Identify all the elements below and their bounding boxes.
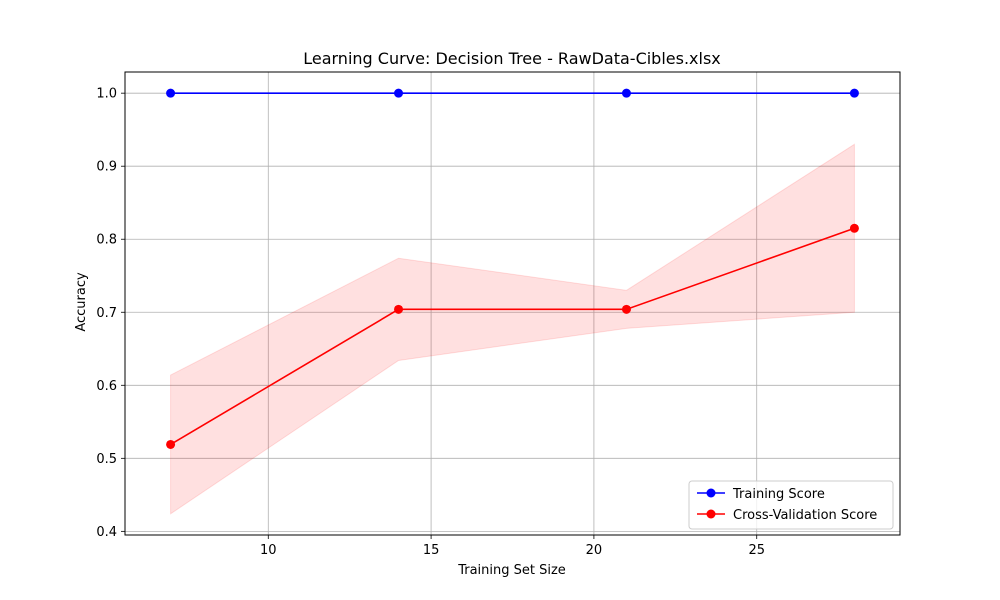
legend-entry-training: Training Score — [697, 487, 825, 502]
y-tick-label: 0.5 — [96, 452, 117, 467]
x-tick-label: 15 — [423, 543, 440, 558]
point-cross-validation — [849, 223, 859, 233]
point-training — [621, 88, 631, 98]
y-tick-label: 1.0 — [96, 87, 117, 102]
line-cross-validation — [170, 227, 855, 446]
y-axis-label: Accuracy — [74, 272, 89, 332]
legend-label-training: Training Score — [732, 487, 825, 502]
band-cross-validation — [170, 143, 855, 515]
y-tick-label: 0.8 — [96, 233, 117, 248]
x-tick-label: 10 — [260, 543, 277, 558]
chart-title: Learning Curve: Decision Tree - RawData-… — [303, 49, 721, 68]
x-tick-label: 25 — [748, 543, 765, 558]
point-cross-validation — [166, 439, 176, 449]
legend-label-cross-validation: Cross-Validation Score — [733, 508, 877, 523]
point-training — [849, 88, 859, 98]
point-training — [394, 88, 404, 98]
y-tick-label: 0.7 — [96, 306, 117, 321]
legend-entry-cross-validation: Cross-Validation Score — [697, 508, 877, 523]
point-cross-validation — [394, 304, 404, 314]
legend: Training Score Cross-Validation Score — [688, 480, 894, 530]
y-tick-label: 0.4 — [96, 525, 117, 540]
series-markers — [166, 88, 859, 449]
x-axis-ticks: 10 15 20 25 — [260, 535, 765, 558]
x-axis-label: Training Set Size — [457, 563, 566, 578]
legend-swatch-marker — [706, 488, 716, 498]
point-cross-validation — [621, 304, 631, 314]
series-lines — [170, 92, 855, 446]
y-axis-ticks: 0.4 0.5 0.6 0.7 0.8 0.9 1.0 — [96, 87, 125, 540]
y-tick-label: 0.9 — [96, 160, 117, 175]
legend-swatch-marker — [706, 509, 716, 519]
legend-box — [688, 480, 894, 530]
x-tick-label: 20 — [586, 543, 603, 558]
plot-area-frame — [124, 71, 901, 536]
point-training — [166, 88, 176, 98]
y-tick-label: 0.6 — [96, 379, 117, 394]
